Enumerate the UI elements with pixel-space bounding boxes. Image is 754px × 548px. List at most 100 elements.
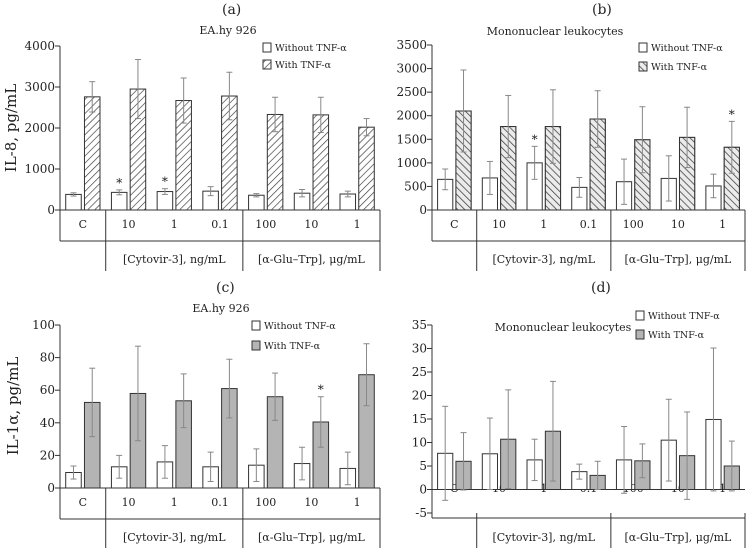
chart-panel-b: (b) Mononuclear leukocytes 0 500 1000 1500 200… bbox=[396, 2, 746, 271]
chart-title: EA.hy 926 bbox=[199, 24, 256, 37]
legend-label: With TNF-α bbox=[648, 330, 705, 341]
significance-star: * bbox=[532, 132, 538, 146]
category-label: 1 bbox=[354, 218, 361, 231]
y-tick-label: 4000 bbox=[24, 39, 55, 53]
bar bbox=[65, 193, 82, 211]
legend-label: Without TNF-α bbox=[648, 311, 720, 322]
legend-swatch bbox=[635, 329, 645, 340]
y-tick-label: -5 bbox=[415, 506, 427, 520]
y-tick-label: 2500 bbox=[396, 85, 427, 99]
bar bbox=[358, 126, 375, 211]
y-tick-label: 3000 bbox=[396, 62, 427, 76]
legend-swatch bbox=[262, 59, 272, 70]
panel-label: (b) bbox=[592, 2, 612, 18]
group-label: [α-Glu–Trp], μg/mL bbox=[624, 531, 732, 544]
chart-title: EA.hy 926 bbox=[192, 302, 249, 315]
chart-panel-c: (c) EA.hy 926 0 20 40 60 80 100 IL-1α, pg/mL [Cyt… bbox=[4, 280, 381, 548]
category-label: 0.1 bbox=[211, 496, 229, 509]
chart-title: Mononuclear leukocytes bbox=[495, 321, 632, 334]
category-label: 1 bbox=[719, 218, 726, 231]
legend-label: With TNF-α bbox=[651, 62, 708, 73]
panel-label: (d) bbox=[591, 280, 611, 296]
category-label: 10 bbox=[122, 218, 136, 231]
significance-star: * bbox=[116, 176, 122, 190]
legend-label: Without TNF-α bbox=[275, 43, 347, 54]
y-tick-label: 500 bbox=[404, 179, 427, 193]
y-tick-label: 20 bbox=[40, 448, 55, 462]
category-label: 1 bbox=[354, 496, 361, 509]
legend-swatch bbox=[638, 42, 648, 53]
group-label: [Cytovir-3], ng/mL bbox=[123, 253, 226, 266]
legend-label: With TNF-α bbox=[275, 60, 332, 71]
y-tick-label: 20 bbox=[412, 389, 427, 403]
y-tick-label: 80 bbox=[40, 351, 55, 365]
bar bbox=[248, 194, 265, 211]
group-label: [α-Glu–Trp], μg/mL bbox=[258, 253, 366, 266]
legend-swatch bbox=[251, 320, 261, 331]
significance-star: * bbox=[162, 175, 168, 189]
category-label: C bbox=[450, 482, 458, 495]
y-tick-label: 40 bbox=[40, 416, 55, 430]
legend-swatch bbox=[262, 42, 272, 53]
y-tick-label: 1000 bbox=[396, 156, 427, 170]
panel-label: (c) bbox=[216, 280, 235, 296]
y-tick-label: 100 bbox=[32, 318, 55, 332]
y-tick-label: 10 bbox=[412, 436, 427, 450]
category-label: 10 bbox=[304, 218, 318, 231]
category-label: 1 bbox=[540, 482, 547, 495]
y-tick-label: 0 bbox=[47, 481, 55, 495]
group-label: [α-Glu–Trp], μg/mL bbox=[258, 531, 366, 544]
category-label: 10 bbox=[304, 496, 318, 509]
category-label: 1 bbox=[171, 496, 178, 509]
y-axis-label: IL-8, pg/mL bbox=[2, 84, 20, 173]
panel-label: (a) bbox=[222, 2, 241, 18]
category-label: C bbox=[79, 218, 87, 231]
bar bbox=[83, 96, 101, 211]
category-label: 10 bbox=[122, 496, 136, 509]
legend-swatch-hatch bbox=[638, 61, 648, 72]
chart-title: Mononuclear leukocytes bbox=[487, 25, 624, 38]
legend-swatch bbox=[635, 310, 645, 321]
y-tick-label: 2000 bbox=[396, 109, 427, 123]
group-label: [Cytovir-3], ng/mL bbox=[123, 531, 226, 544]
category-label: 100 bbox=[255, 496, 276, 509]
y-tick-label: 15 bbox=[412, 412, 427, 426]
category-label: C bbox=[450, 218, 458, 231]
y-tick-label: 3500 bbox=[396, 38, 427, 52]
significance-star: * bbox=[729, 107, 735, 121]
category-label: 10 bbox=[492, 218, 506, 231]
category-label: 1 bbox=[540, 218, 547, 231]
y-tick-label: 0 bbox=[419, 203, 427, 217]
y-tick-label: 3000 bbox=[24, 80, 55, 94]
y-tick-label: 35 bbox=[412, 318, 427, 332]
category-label: C bbox=[79, 496, 87, 509]
category-label: 10 bbox=[671, 218, 685, 231]
y-tick-label: 25 bbox=[412, 365, 427, 379]
legend-label: With TNF-α bbox=[264, 341, 321, 352]
category-label: 100 bbox=[255, 218, 276, 231]
y-tick-label: 30 bbox=[412, 342, 427, 356]
category-label: 1 bbox=[171, 218, 178, 231]
group-label: [Cytovir-3], ng/mL bbox=[493, 253, 596, 266]
category-label: 100 bbox=[623, 218, 644, 231]
category-label: 0.1 bbox=[211, 218, 229, 231]
y-tick-label: 2000 bbox=[24, 121, 55, 135]
chart-panel-a: (a) EA.hy 926 0 1000 2000 3000 4000 IL-8, pg/mL… bbox=[2, 2, 381, 271]
category-label: 1 bbox=[719, 482, 726, 495]
chart-panel-d: (d) Mononuclear leukocytes -5 0 5 10 15 20 25 30 3… bbox=[412, 280, 746, 548]
legend-label: Without TNF-α bbox=[264, 321, 336, 332]
y-axis-label: IL-1α, pg/mL bbox=[4, 357, 22, 456]
legend-label: Without TNF-α bbox=[651, 43, 723, 54]
group-label: [α-Glu–Trp], μg/mL bbox=[624, 253, 732, 266]
y-tick-label: 1500 bbox=[396, 132, 427, 146]
category-label: 0.1 bbox=[580, 218, 598, 231]
y-tick-label: 0 bbox=[47, 203, 55, 217]
group-label: [Cytovir-3], ng/mL bbox=[493, 531, 596, 544]
y-tick-label: 60 bbox=[40, 383, 55, 397]
y-tick-label: 5 bbox=[419, 459, 427, 473]
legend-swatch bbox=[251, 340, 261, 351]
y-tick-label: 0 bbox=[419, 483, 427, 497]
y-tick-label: 1000 bbox=[24, 162, 55, 176]
significance-star: * bbox=[318, 383, 324, 397]
